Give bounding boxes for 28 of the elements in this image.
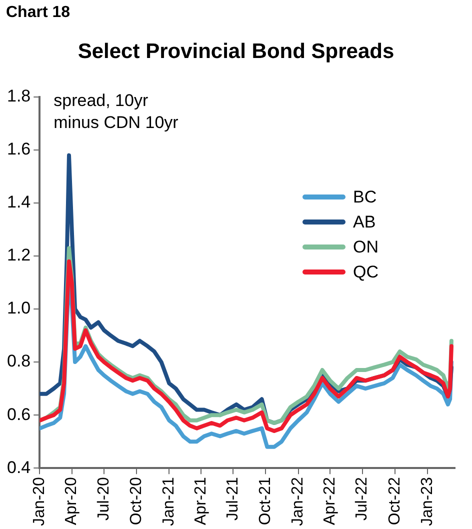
legend-label: AB xyxy=(353,212,376,232)
y-tick-label: 0.4 xyxy=(6,458,31,477)
x-tick-label: Jul-22 xyxy=(354,476,371,521)
x-tick-label: Jan-22 xyxy=(290,476,307,526)
x-tick-label: Apr-22 xyxy=(322,476,339,526)
x-tick-label: Jan-21 xyxy=(160,476,178,526)
y-tick-label: 0.8 xyxy=(6,352,31,371)
x-tick-label: Oct-21 xyxy=(257,476,274,526)
y-tick-label: 1.2 xyxy=(6,246,31,265)
legend-label: BC xyxy=(353,188,377,207)
x-tick-label: Jan-23 xyxy=(418,476,436,526)
x-tick-label: Apr-21 xyxy=(192,476,210,526)
x-tick-label: Oct-22 xyxy=(386,476,404,526)
x-tick-label: Apr-20 xyxy=(63,476,80,526)
x-tick-label: Jul-20 xyxy=(95,476,112,521)
y-tick-label: 1.4 xyxy=(6,192,31,212)
y-tick-label: 1.0 xyxy=(6,298,31,318)
chart-title: Select Provincial Bond Spreads xyxy=(76,40,396,64)
y-tick-label: 1.8 xyxy=(6,86,31,106)
legend-label: QC xyxy=(353,262,378,282)
x-tick-label: Jul-21 xyxy=(224,476,242,521)
x-tick-label: Oct-20 xyxy=(128,476,145,526)
caption: Chart 18 xyxy=(6,4,70,22)
y-axis-title: spread, 10yr minus CDN 10yr xyxy=(54,91,179,132)
legend-label: ON xyxy=(353,238,378,257)
x-tick-label: Jan-20 xyxy=(31,476,48,526)
y-tick-label: 0.6 xyxy=(6,404,31,424)
y-tick-label: 1.6 xyxy=(6,140,31,159)
